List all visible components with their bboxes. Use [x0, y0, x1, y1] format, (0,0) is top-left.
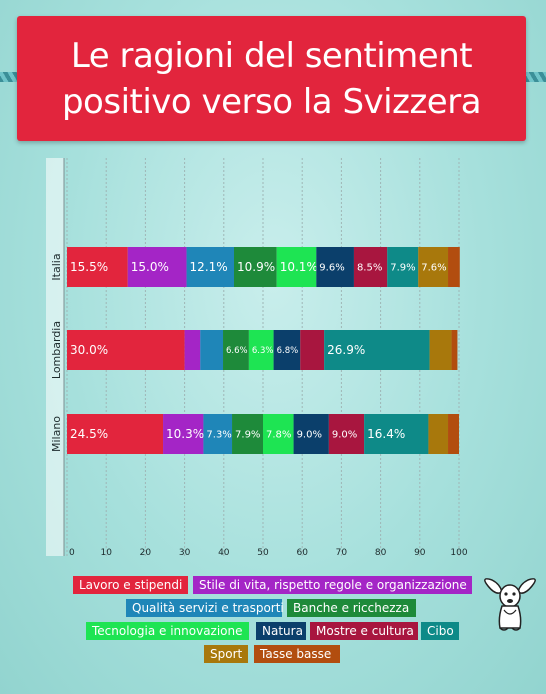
data-label: 10.1%: [280, 260, 318, 274]
bar-segment: [233, 247, 277, 287]
bar-segment: [364, 414, 429, 454]
data-label: 9.0%: [332, 430, 357, 441]
x-tick-label: 10: [100, 548, 112, 558]
data-label: 6.3%: [252, 346, 274, 356]
legend-item: Tasse basse: [254, 645, 340, 663]
category-axis-strip: [46, 158, 64, 556]
bar-segment: [448, 247, 460, 287]
rope-left-decoration: [0, 72, 30, 82]
bar-segment: [418, 247, 449, 287]
legend-item: Mostre e cultura: [310, 622, 418, 640]
bar-segment: [276, 247, 317, 287]
data-label: 15.0%: [131, 260, 169, 274]
legend-item: Lavoro e stipendi: [73, 576, 188, 594]
bar-segment: [451, 330, 458, 370]
x-tick-label: 90: [414, 548, 426, 558]
x-tick-label: 0: [69, 548, 75, 558]
bar-segment: [67, 414, 164, 454]
dog-mascot-icon: [484, 578, 536, 631]
legend-item: Tecnologia e innovazione: [86, 622, 249, 640]
data-label: 12.1%: [190, 260, 228, 274]
x-tick-label: 80: [375, 548, 387, 558]
bar-segment: [353, 247, 388, 287]
bar-segment: [428, 414, 449, 454]
x-tick-label: 60: [296, 548, 308, 558]
data-label: 16.4%: [367, 427, 405, 441]
legend-item: Cibo: [421, 622, 459, 640]
bar-segment: [186, 247, 234, 287]
data-label: 7.3%: [206, 430, 231, 441]
data-label: 24.5%: [70, 427, 108, 441]
title-banner: Le ragioni del sentiment positivo verso …: [17, 16, 526, 141]
bar-segment: [316, 247, 354, 287]
bar-segment: [67, 247, 128, 287]
x-tick-label: 20: [140, 548, 152, 558]
category-label: Lombardia: [50, 321, 63, 379]
category-label: Italia: [50, 253, 63, 280]
bar-segment: [223, 330, 249, 370]
data-label: 6.8%: [277, 346, 299, 356]
data-label: 6.6%: [226, 346, 248, 356]
bar-segment: [203, 414, 233, 454]
x-tick-label: 40: [218, 548, 230, 558]
rope-right-decoration: [516, 72, 546, 82]
legend-item: Banche e ricchezza: [287, 599, 416, 617]
x-tick-label: 30: [179, 548, 191, 558]
bar-segment: [67, 330, 185, 370]
bar-segment: [387, 247, 419, 287]
legend-item: Stile di vita, rispetto regole e organiz…: [193, 576, 472, 594]
data-label: 9.6%: [319, 263, 344, 274]
data-label: 7.9%: [235, 430, 260, 441]
data-label: 7.6%: [421, 263, 446, 274]
chart-title: Le ragioni del sentiment positivo verso …: [61, 35, 482, 122]
data-label: 10.9%: [237, 260, 275, 274]
data-label: 10.3%: [166, 427, 204, 441]
bar-segment: [163, 414, 204, 454]
x-tick-label: 70: [336, 548, 348, 558]
x-tick-label: 100: [450, 548, 467, 558]
bar-segment: [200, 330, 224, 370]
bar-segment: [232, 414, 263, 454]
data-label: 9.0%: [297, 430, 322, 441]
bar-segment: [263, 414, 294, 454]
bar-segment: [248, 330, 274, 370]
data-label: 15.5%: [70, 260, 108, 274]
x-tick-label: 50: [257, 548, 269, 558]
bar-segment: [429, 330, 452, 370]
bar-segment: [273, 330, 301, 370]
data-label: 7.8%: [266, 430, 291, 441]
data-label: 26.9%: [327, 343, 365, 357]
bar-segment: [184, 330, 201, 370]
legend-item: Sport: [204, 645, 248, 663]
bar-segment: [300, 330, 325, 370]
legend-item: Qualità servizi e trasporti: [126, 599, 284, 617]
data-label: 30.0%: [70, 343, 108, 357]
bar-segment: [324, 330, 430, 370]
bar-segment: [293, 414, 329, 454]
category-label: Milano: [50, 416, 63, 452]
bar-segment: [448, 414, 459, 454]
data-label: 8.5%: [357, 263, 382, 274]
legend-item: Natura: [256, 622, 306, 640]
bar-segment: [127, 247, 187, 287]
bar-segment: [328, 414, 365, 454]
data-label: 7.9%: [390, 263, 415, 274]
